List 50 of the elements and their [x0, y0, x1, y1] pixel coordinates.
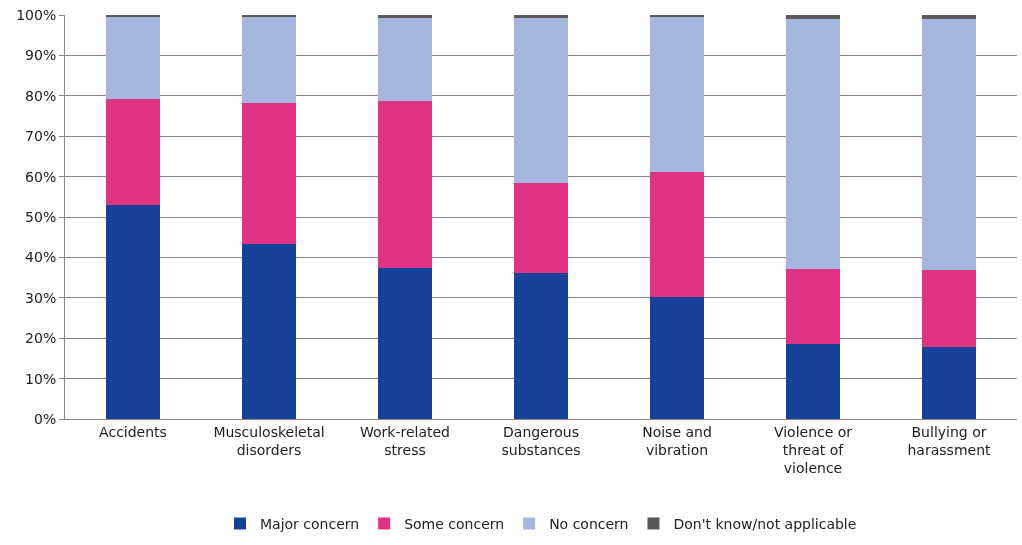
bar	[241, 243, 297, 419]
bar	[105, 17, 161, 99]
legend-label: Don't know/not applicable	[673, 515, 857, 532]
bar	[105, 98, 161, 205]
bar	[241, 17, 297, 103]
x-tick-label: Accidents	[99, 423, 167, 440]
y-tick-label: 60%	[25, 168, 57, 185]
x-tick-label: Bullying or harassment	[907, 423, 991, 458]
y-tick-label: 80%	[25, 87, 57, 104]
bar	[241, 15, 297, 18]
bar	[513, 15, 569, 18]
y-tick-label: 10%	[25, 370, 57, 387]
bar	[921, 19, 977, 270]
y-tick-label: 20%	[25, 330, 57, 347]
bar	[241, 102, 297, 244]
bar	[513, 183, 569, 274]
bar	[785, 19, 841, 270]
bar	[785, 269, 841, 344]
bar	[377, 268, 433, 419]
bar	[921, 269, 977, 348]
y-tick-label: 0%	[33, 410, 57, 427]
y-tick-label: 30%	[25, 289, 57, 306]
legend-label: Some concern	[404, 515, 505, 532]
y-tick-label: 70%	[25, 128, 57, 145]
bar	[649, 297, 705, 419]
bar	[785, 15, 841, 20]
y-tick-label: 90%	[25, 47, 57, 64]
bar	[513, 273, 569, 419]
bar	[513, 17, 569, 184]
legend-label: No concern	[549, 515, 629, 532]
bar	[649, 17, 705, 172]
bar	[649, 15, 705, 18]
x-tick-label: Dangerous substances	[501, 423, 581, 458]
bar	[785, 343, 841, 419]
bar	[921, 347, 977, 419]
y-tick-label: 40%	[25, 249, 57, 266]
x-tick-label: Violence or threat of violence	[773, 423, 853, 477]
x-tick-label: Work-related stress	[359, 423, 451, 458]
bar	[377, 17, 433, 101]
bar	[377, 100, 433, 269]
bar	[377, 15, 433, 18]
bar	[105, 204, 161, 419]
x-tick-label: Musculoskeletal disorders	[213, 423, 325, 458]
legend-label: Major concern	[260, 515, 360, 532]
y-tick-label: 50%	[25, 208, 57, 225]
x-tick-label: Noise and vibration	[642, 423, 712, 458]
bar	[921, 15, 977, 20]
bar	[649, 171, 705, 298]
bar	[105, 15, 161, 18]
y-tick-label: 100%	[16, 6, 57, 23]
